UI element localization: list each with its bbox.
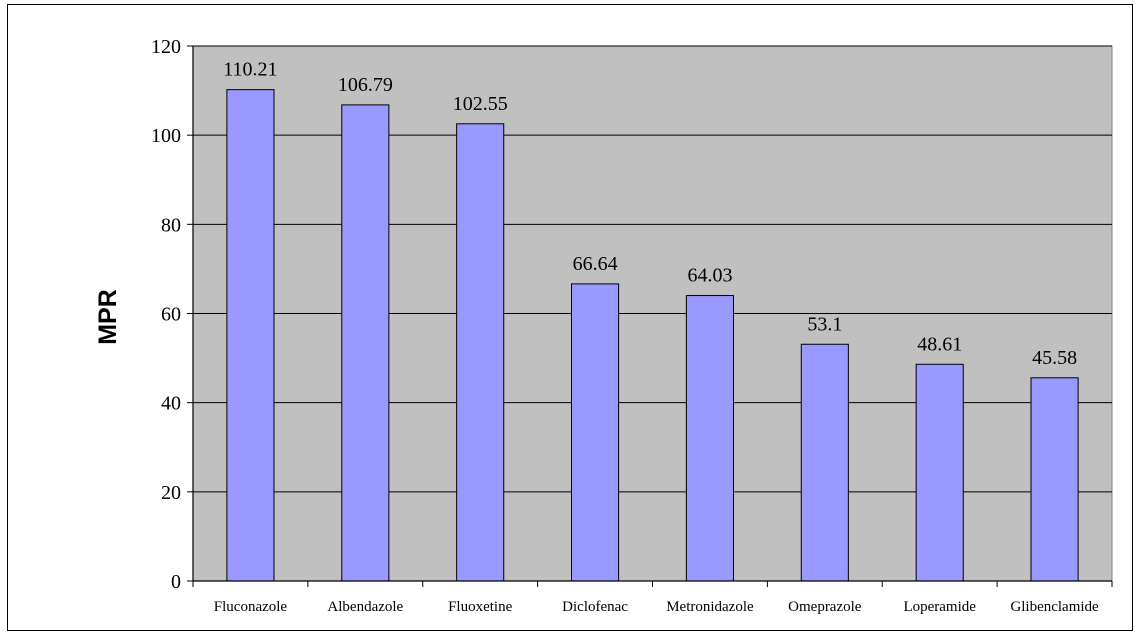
bar-fluconazole	[226, 89, 275, 582]
y-tick-label: 0	[171, 571, 181, 593]
y-axis-ticks: 0 20 40 60 80 100 120	[151, 36, 193, 593]
data-label: 53.1	[807, 313, 842, 335]
data-label: 106.79	[338, 74, 393, 96]
y-tick-label: 80	[161, 214, 181, 236]
y-axis-label: MPR	[94, 289, 122, 345]
data-label: 102.55	[453, 93, 508, 115]
x-tick-label: Loperamide	[903, 599, 976, 615]
data-label: 66.64	[573, 253, 618, 275]
x-axis-ticks: Fluconazole Albendazole Fluoxetine Diclofen…	[192, 581, 1113, 615]
bar-albendazole	[341, 104, 390, 582]
bar-diclofenac	[571, 283, 620, 582]
data-label: 45.58	[1032, 347, 1077, 369]
x-tick-label: Metronidazole	[666, 599, 754, 615]
bar-loperamide	[915, 363, 964, 582]
data-label: 64.03	[687, 265, 732, 287]
bar-fluoxetine	[456, 123, 505, 582]
y-tick-label: 100	[151, 125, 181, 147]
x-tick-label: Diclofenac	[562, 599, 628, 615]
y-tick-label: 120	[151, 36, 181, 58]
x-tick-label: Fluoxetine	[448, 599, 513, 615]
data-labels: 110.21 106.79 102.55 66.64 64.03 53.1 48.61 45.…	[223, 59, 1077, 369]
x-tick-label: Fluconazole	[214, 599, 288, 615]
data-label: 48.61	[917, 333, 962, 355]
y-tick-label: 20	[161, 482, 181, 504]
bar-glibenclamide	[1030, 377, 1079, 582]
data-label: 110.21	[223, 59, 277, 81]
bar-omeprazole	[800, 343, 849, 582]
x-tick-label: Albendazole	[327, 599, 403, 615]
x-tick-label: Omeprazole	[788, 599, 862, 615]
bar-metronidazole	[685, 295, 734, 582]
x-tick-label: Glibenclamide	[1010, 599, 1099, 615]
y-tick-label: 40	[161, 393, 181, 415]
bars	[226, 89, 1079, 582]
y-tick-label: 60	[161, 304, 181, 326]
